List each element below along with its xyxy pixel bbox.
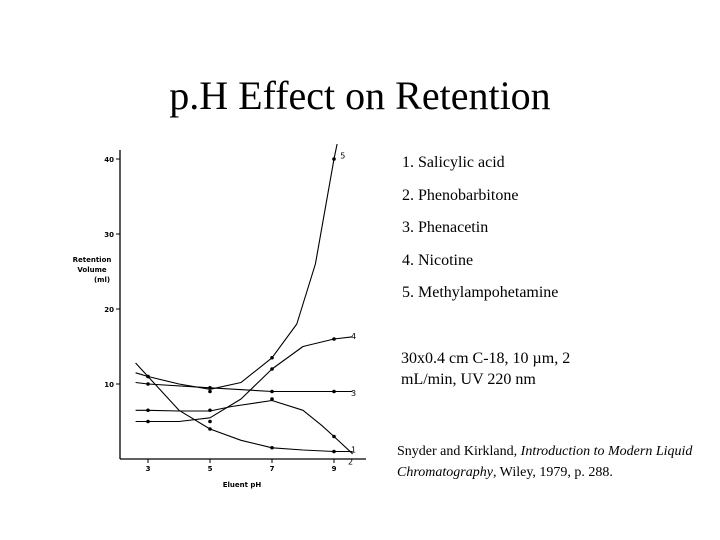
data-point <box>146 382 150 386</box>
legend-item-4: 4. Nicotine <box>402 251 474 269</box>
y-tick-label: 20 <box>104 306 114 314</box>
citation: Snyder and Kirkland, Introduction to Mod… <box>397 441 717 483</box>
slide-title: p.H Effect on Retention <box>169 73 551 118</box>
series-label-2: 2 <box>348 457 353 466</box>
series-3: 3 <box>135 381 356 398</box>
x-tick-label: 3 <box>146 465 151 473</box>
data-point <box>332 434 336 439</box>
data-point <box>146 419 150 424</box>
series-label-4: 4 <box>351 332 356 341</box>
series-label-3: 3 <box>351 389 356 398</box>
chart-axes <box>119 150 366 460</box>
data-point <box>332 389 336 394</box>
data-point <box>270 397 274 401</box>
data-point <box>270 367 274 371</box>
y-axis-label-line-2: Volume <box>77 266 107 274</box>
x-tick-label: 5 <box>208 465 213 473</box>
data-point <box>332 157 336 161</box>
legend-item-2: 2. Phenobarbitone <box>402 186 519 204</box>
chart-ticks: 10 20 30 40 3 5 7 9 <box>104 156 336 473</box>
series-5: 5 <box>135 143 345 394</box>
series-line-1 <box>135 399 353 455</box>
y-tick-label: 40 <box>104 156 114 164</box>
data-point <box>146 408 150 413</box>
y-axis-label-line-3: (ml) <box>94 276 110 284</box>
data-point <box>208 389 212 394</box>
chart-series: 1 2 3 4 5 <box>135 143 356 466</box>
y-tick-label: 30 <box>104 231 114 239</box>
citation-rest: , Wiley, 1979, p. 288. <box>492 465 613 480</box>
data-point <box>208 427 212 431</box>
data-point <box>208 408 212 413</box>
citation-book: Introduction to Modern Liquid Chromatogr… <box>397 444 693 480</box>
series-line-3 <box>135 381 353 393</box>
citation-authors: Snyder and Kirkland, <box>397 444 521 459</box>
data-point <box>332 337 336 341</box>
y-axis-label: Retention Volume (ml) <box>73 256 112 284</box>
legend-item-5: 5. Methylampohetamine <box>402 284 559 301</box>
series-4: 4 <box>135 332 356 424</box>
series-line-5 <box>135 143 338 390</box>
compound-legend: 1. Salicylic acid 2. Phenobarbitone 3. P… <box>402 152 558 315</box>
legend-item-1: 1. Salicylic acid <box>402 154 505 171</box>
data-point <box>270 355 274 360</box>
data-point <box>208 419 212 424</box>
series-line-2 <box>135 362 353 453</box>
column-conditions: 30x0.4 cm C-18, 10 µm, 2 mL/min, UV 220 … <box>401 350 571 388</box>
series-label-5: 5 <box>340 151 345 160</box>
y-axis-label-line-1: Retention <box>73 256 112 264</box>
data-point <box>332 449 336 454</box>
x-tick-label: 7 <box>270 465 275 473</box>
y-tick-label: 10 <box>104 381 114 389</box>
x-axis-label: Eluent pH <box>223 481 262 489</box>
series-label-1: 1 <box>351 445 356 454</box>
data-point <box>146 374 150 379</box>
series-line-4 <box>135 336 353 423</box>
data-point <box>270 445 274 450</box>
data-point <box>270 389 274 394</box>
legend-item-3: 3. Phenacetin <box>402 219 489 236</box>
series-2: 2 <box>135 362 353 466</box>
series-1: 1 <box>135 397 356 455</box>
x-tick-label: 9 <box>332 465 337 473</box>
